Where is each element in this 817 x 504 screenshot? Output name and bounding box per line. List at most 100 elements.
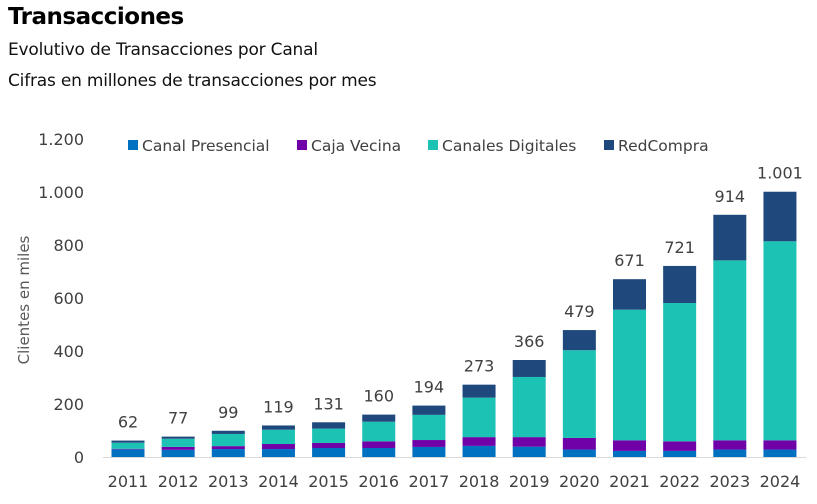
total-data-label: 119 bbox=[263, 397, 294, 416]
bar-segment-redcompra bbox=[562, 330, 596, 351]
x-tick-label: 2021 bbox=[609, 472, 650, 491]
total-data-label: 914 bbox=[715, 187, 746, 206]
total-data-label: 77 bbox=[168, 409, 188, 428]
bar-segment-redcompra bbox=[613, 279, 646, 310]
bar-segment-canal-presencial bbox=[763, 449, 797, 457]
total-data-label: 1.001 bbox=[757, 164, 803, 183]
bar-segment-canal-presencial bbox=[161, 449, 195, 457]
x-tick-label: 2014 bbox=[258, 472, 299, 491]
bar-segment-canal-presencial bbox=[362, 447, 396, 457]
bar-segment-redcompra bbox=[362, 414, 396, 422]
bar-segment-canal-presencial bbox=[412, 446, 446, 457]
x-tick-label: 2017 bbox=[409, 472, 450, 491]
y-tick-label: 800 bbox=[53, 236, 84, 255]
bar-segment-caja-vecina bbox=[211, 446, 245, 450]
bar-segment-caja-vecina bbox=[512, 437, 546, 447]
x-tick-label: 2016 bbox=[358, 472, 399, 491]
bar-segment-canales-digitales bbox=[412, 414, 446, 441]
bar-segment-canales-digitales bbox=[161, 438, 195, 447]
bar-segment-redcompra bbox=[713, 214, 747, 261]
y-tick-label: 1.200 bbox=[38, 130, 84, 149]
chart-note: Cifras en millones de transacciones por … bbox=[8, 71, 377, 91]
legend-swatch bbox=[604, 140, 614, 150]
total-data-label: 721 bbox=[664, 238, 695, 257]
bar-segment-canales-digitales bbox=[111, 442, 145, 449]
bar-segment-canales-digitales bbox=[512, 376, 546, 438]
bar-segment-canales-digitales bbox=[362, 421, 396, 442]
x-tick-label: 2013 bbox=[208, 472, 249, 491]
bar-segment-redcompra bbox=[312, 422, 346, 429]
bar-segment-redcompra bbox=[412, 405, 446, 415]
bar-segment-caja-vecina bbox=[161, 446, 195, 450]
x-tick-label: 2015 bbox=[308, 472, 349, 491]
bar-segment-canales-digitales bbox=[613, 309, 646, 441]
bar-segment-redcompra bbox=[462, 384, 496, 398]
legend-swatch bbox=[128, 140, 138, 150]
bar-segment-canales-digitales bbox=[462, 397, 496, 438]
bar-segment-caja-vecina bbox=[261, 444, 295, 450]
legend-label: Canal Presencial bbox=[142, 137, 270, 155]
bar-segment-caja-vecina bbox=[663, 441, 697, 451]
x-tick-label: 2018 bbox=[459, 472, 500, 491]
bar-segment-canal-presencial bbox=[312, 447, 346, 457]
bar-segment-canales-digitales bbox=[763, 241, 797, 441]
bar-segment-redcompra bbox=[763, 191, 797, 242]
bar-segment-canales-digitales bbox=[312, 428, 346, 443]
bar-segment-canales-digitales bbox=[261, 429, 295, 445]
y-tick-label: 1.000 bbox=[38, 183, 84, 202]
bar-segment-canal-presencial bbox=[111, 449, 145, 457]
bar-segment-canal-presencial bbox=[512, 446, 546, 457]
legend-swatch bbox=[297, 140, 307, 150]
total-data-label: 160 bbox=[363, 387, 394, 406]
y-axis-title: Clientes en miles bbox=[15, 235, 33, 364]
bar-segment-canales-digitales bbox=[562, 350, 596, 438]
bar-segment-canales-digitales bbox=[713, 260, 747, 441]
total-data-label: 671 bbox=[614, 251, 645, 270]
x-tick-label: 2022 bbox=[659, 472, 700, 491]
bar-segment-caja-vecina bbox=[412, 440, 446, 447]
bar-segment-canal-presencial bbox=[562, 449, 596, 457]
bar-segment-canal-presencial bbox=[261, 449, 295, 457]
legend-label: RedCompra bbox=[618, 137, 709, 155]
y-tick-label: 400 bbox=[53, 342, 84, 361]
bar-segment-canal-presencial bbox=[713, 449, 747, 457]
bar-segment-caja-vecina bbox=[763, 440, 797, 450]
bar-segment-caja-vecina bbox=[111, 448, 145, 450]
y-tick-label: 0 bbox=[74, 448, 84, 467]
x-tick-label: 2019 bbox=[509, 472, 550, 491]
bar-segment-caja-vecina bbox=[713, 440, 747, 450]
y-tick-label: 200 bbox=[53, 395, 84, 414]
bar-segment-caja-vecina bbox=[362, 441, 396, 448]
total-data-label: 62 bbox=[118, 413, 138, 432]
bar-segment-redcompra bbox=[111, 440, 145, 443]
bar-segment-caja-vecina bbox=[613, 440, 646, 451]
bar-segment-redcompra bbox=[663, 265, 697, 304]
total-data-label: 194 bbox=[414, 378, 445, 397]
bar-segment-caja-vecina bbox=[462, 437, 496, 446]
x-tick-label: 2023 bbox=[709, 472, 750, 491]
bar-segment-canal-presencial bbox=[663, 450, 697, 457]
legend-label: Caja Vecina bbox=[311, 137, 401, 155]
x-tick-label: 2011 bbox=[108, 472, 149, 491]
y-tick-label: 600 bbox=[53, 289, 84, 308]
bar-segment-canal-presencial bbox=[462, 445, 496, 457]
bar-segment-caja-vecina bbox=[562, 437, 596, 450]
bar-segment-redcompra bbox=[512, 360, 546, 377]
total-data-label: 479 bbox=[564, 302, 595, 321]
bar-segment-canales-digitales bbox=[211, 433, 245, 447]
legend-swatch bbox=[428, 140, 438, 150]
chart-subtitle: Evolutivo de Transacciones por Canal bbox=[8, 40, 318, 60]
legend-label: Canales Digitales bbox=[442, 137, 576, 155]
bar-segment-caja-vecina bbox=[312, 442, 346, 448]
total-data-label: 273 bbox=[464, 357, 495, 376]
page-title: Transacciones bbox=[8, 4, 184, 30]
x-tick-label: 2024 bbox=[760, 472, 801, 491]
x-tick-label: 2020 bbox=[559, 472, 600, 491]
total-data-label: 131 bbox=[313, 394, 344, 413]
total-data-label: 99 bbox=[218, 403, 238, 422]
bar-segment-redcompra bbox=[261, 425, 295, 430]
total-data-label: 366 bbox=[514, 332, 545, 351]
bar-segment-redcompra bbox=[211, 430, 245, 434]
bar-segment-redcompra bbox=[161, 436, 195, 439]
